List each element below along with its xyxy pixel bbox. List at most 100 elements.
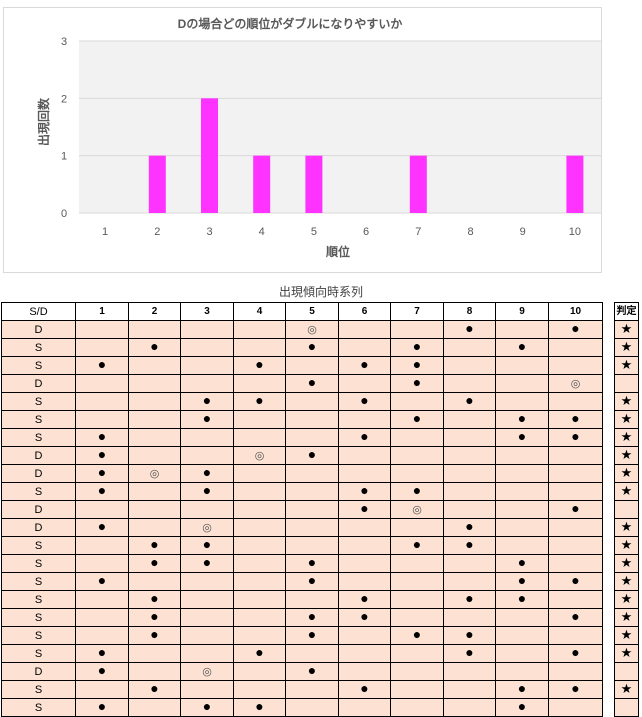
rank-cell: ◎ [180, 518, 234, 537]
rank-cell [338, 446, 391, 465]
sd-cell: S [1, 608, 76, 627]
dot-mark: ● [150, 338, 159, 354]
dot-mark: ● [97, 644, 107, 660]
rank-cell [75, 338, 129, 357]
rank-cell [128, 428, 181, 447]
star-mark: ★ [620, 573, 633, 588]
table-row: D ● ◎ ● [1, 500, 603, 519]
rank-cell: ◎ [285, 320, 339, 339]
rank-cell: ● [390, 338, 444, 357]
rank-cell [128, 572, 181, 591]
judge-cell: ★ [614, 446, 639, 465]
dot-mark: ● [360, 356, 369, 372]
rank-cell: ● [443, 536, 496, 555]
rank-cell: ● [443, 392, 496, 411]
star-mark: ★ [620, 465, 633, 480]
star-mark: ★ [620, 429, 633, 444]
sd-cell: D [1, 500, 76, 519]
dot-mark: ● [307, 338, 317, 354]
table-row: S ● ● ● ● [1, 338, 603, 357]
rank-cell [233, 482, 286, 501]
dot-mark: ● [97, 446, 107, 462]
rank-cell [390, 518, 444, 537]
judge-row: ★ [614, 572, 639, 591]
rank-cell [495, 374, 549, 393]
dot-mark: ● [412, 626, 422, 642]
rank-cell [495, 608, 549, 627]
rank-cell: ● [390, 536, 444, 555]
rank-cell [495, 500, 549, 519]
rank-cell: ● [443, 320, 496, 339]
rank-cell [338, 518, 391, 537]
rank-cell: ● [548, 644, 603, 663]
rank-cell [495, 446, 549, 465]
rank-cell [495, 626, 549, 645]
rank-cell: ● [233, 698, 286, 717]
rank-cell [338, 644, 391, 663]
judge-row: ★ [614, 392, 639, 411]
rank-cell [180, 572, 234, 591]
rank-cell [75, 536, 129, 555]
double-mark: ◎ [412, 503, 422, 516]
rank-cell [285, 482, 339, 501]
rank-cell: ● [338, 608, 391, 627]
dot-mark: ● [571, 428, 580, 444]
star-mark: ★ [620, 537, 633, 552]
sd-cell: S [1, 590, 76, 609]
table-row: S ● ● ● ● [1, 536, 603, 555]
rank-cell [128, 446, 181, 465]
star-mark: ★ [620, 321, 633, 336]
rank-cell [338, 698, 391, 717]
dot-mark: ● [517, 428, 527, 444]
table-row: S ● ● ● ● [1, 554, 603, 573]
dot-mark: ● [97, 428, 107, 444]
judge-row: ★ [614, 518, 639, 537]
dot-mark: ● [307, 572, 317, 588]
judge-cell: ★ [614, 410, 639, 429]
rank-cell [180, 626, 234, 645]
rank-cell: ● [390, 626, 444, 645]
rank-cell [390, 644, 444, 663]
rank-cell: ● [495, 338, 549, 357]
judge-row [614, 500, 639, 519]
dot-mark: ● [202, 554, 212, 570]
dot-mark: ● [255, 392, 264, 408]
rank-cell [548, 392, 603, 411]
rank-cell [548, 464, 603, 483]
dot-mark: ● [97, 518, 107, 534]
rank-cell [285, 428, 339, 447]
rank-cell: ● [128, 554, 181, 573]
x-tick-label: 4 [259, 226, 265, 238]
rank-cell [548, 356, 603, 375]
dot-mark: ● [307, 662, 317, 678]
y-axis-label: 出現回数 [36, 97, 51, 146]
dot-mark: ● [150, 590, 159, 606]
bar-3 [201, 98, 218, 213]
rank-cell [443, 464, 496, 483]
judge-row: ★ [614, 320, 639, 339]
rank-cell [233, 320, 286, 339]
rank-cell: ● [390, 410, 444, 429]
dot-mark: ● [412, 374, 422, 390]
rank-cell [390, 392, 444, 411]
rank-cell: ● [548, 500, 603, 519]
rank-cell [390, 572, 444, 591]
judge-row: ★ [614, 644, 639, 663]
rank-cell [285, 698, 339, 717]
rank-cell: ● [180, 554, 234, 573]
rank-cell [285, 590, 339, 609]
rank-cell: ● [548, 572, 603, 591]
rank-cell: ● [180, 698, 234, 717]
rank-cell [548, 698, 603, 717]
dot-mark: ● [202, 410, 212, 426]
rank-cell: ● [285, 554, 339, 573]
rank-cell [233, 626, 286, 645]
bar-10 [566, 155, 584, 213]
dot-mark: ● [97, 464, 107, 480]
sd-cell: S [1, 554, 76, 573]
star-mark: ★ [620, 519, 633, 534]
rank-cell: ● [390, 482, 444, 501]
rank-cell: ● [128, 626, 181, 645]
dot-mark: ● [360, 428, 369, 444]
